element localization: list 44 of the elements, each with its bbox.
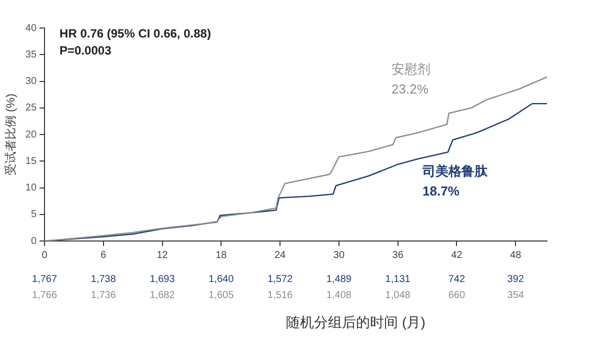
y-tick-label: 30 — [25, 76, 37, 87]
text: 1,766 — [32, 290, 58, 301]
y-tick-label: 10 — [25, 182, 37, 194]
annotation: P=0.0003 — [60, 43, 112, 58]
x-tick-label: 0 — [42, 250, 48, 261]
text: 安慰剂 — [392, 62, 431, 77]
text: 1,693 — [150, 274, 176, 285]
annotation: HR 0.76 (95% CI 0.66, 0.88) — [60, 26, 211, 40]
x-axis-title: 随机分组后的时间 (月) — [286, 314, 426, 330]
x-tick-label: 30 — [333, 250, 345, 261]
x-tick-label: 42 — [451, 250, 463, 261]
text: 354 — [507, 290, 524, 301]
annotation: 18.7% — [422, 184, 460, 199]
y-tick-label: 5 — [30, 209, 37, 220]
x-tick-label: 6 — [100, 250, 107, 261]
text: 1,682 — [150, 290, 176, 301]
text: 742 — [448, 274, 466, 285]
text: 1,767 — [32, 274, 58, 285]
text: 1,738 — [90, 274, 116, 285]
text: 1,048 — [385, 290, 411, 301]
text: 660 — [448, 290, 466, 301]
text: 1,736 — [90, 290, 116, 301]
x-tick-label: 12 — [156, 250, 168, 261]
y-tick-label: 35 — [25, 49, 37, 60]
text: 392 — [507, 274, 524, 285]
x-tick-label: 36 — [392, 250, 404, 261]
y-axis-title: 受试者比例 (%) — [4, 94, 18, 176]
x-tick-label: 48 — [510, 250, 522, 261]
y-tick-label: 40 — [25, 22, 37, 34]
text: 1,408 — [326, 290, 352, 301]
text: 1,640 — [208, 274, 234, 285]
annotation: 23.2% — [392, 82, 429, 97]
y-tick-label: 20 — [25, 129, 37, 140]
text: 1,605 — [208, 290, 234, 301]
y-tick-label: 0 — [30, 236, 37, 247]
y-tick-label: 15 — [25, 156, 37, 167]
text: 1,131 — [385, 274, 411, 285]
series-label: 司美格鲁肽 — [422, 164, 489, 179]
text: 1,572 — [268, 274, 294, 285]
x-tick-label: 24 — [274, 250, 286, 261]
text: 1,489 — [326, 274, 352, 285]
x-tick-label: 18 — [216, 250, 228, 261]
y-tick-label: 25 — [25, 102, 37, 114]
text: 1,516 — [268, 290, 294, 301]
